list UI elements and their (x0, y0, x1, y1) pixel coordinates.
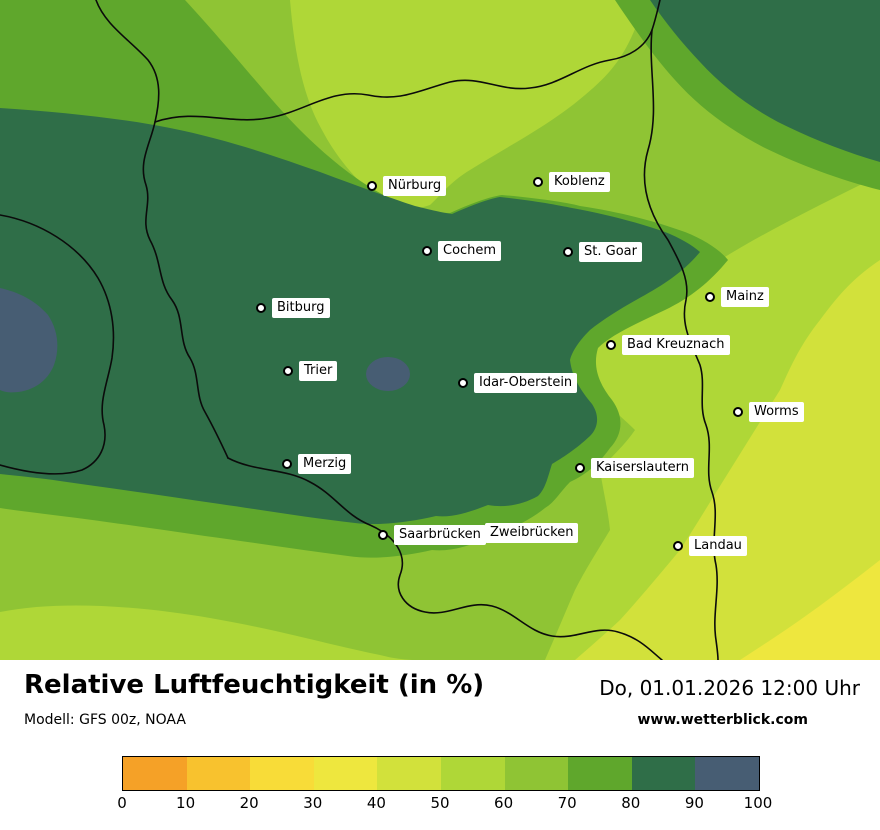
model-info: Modell: GFS 00z, NOAA (24, 712, 186, 728)
city-layer: Nürburg Koblenz Cochem St. Goar Bitburg Mainz… (256, 172, 804, 556)
humidity-region-40-50 (575, 260, 880, 660)
legend-tick: 100 (743, 794, 773, 812)
legend-segment-70-80 (568, 757, 632, 790)
city-marker: Koblenz (533, 172, 610, 192)
page-title: Relative Luftfeuchtigkeit (in %) (24, 670, 485, 700)
city-label: Bitburg (272, 298, 330, 318)
legend-segment-0-10 (123, 757, 187, 790)
humidity-region-80-90 (0, 108, 700, 525)
humidity-scale-ticks: 0 10 20 30 40 50 60 70 80 90 100 (117, 794, 772, 814)
legend-segment-80-90 (631, 757, 696, 790)
humidity-region-90-100-trier (366, 357, 410, 391)
city-dot (563, 247, 573, 257)
city-marker: Merzig (282, 454, 352, 474)
city-label: St. Goar (579, 242, 642, 262)
legend-segment-20-30 (250, 757, 314, 790)
city-dot (256, 303, 266, 313)
city-label: Koblenz (549, 172, 610, 192)
border-lines (0, 0, 719, 660)
humidity-contour-map (0, 0, 880, 660)
legend-tick: 80 (621, 794, 641, 812)
city-dot (673, 541, 683, 551)
border-luxembourg (0, 214, 115, 475)
city-label: Worms (749, 402, 804, 422)
legend-tick: 60 (494, 794, 514, 812)
legend-segment-30-40 (313, 757, 378, 790)
city-label: Merzig (298, 454, 352, 474)
city-marker: Bad Kreuznach (606, 335, 730, 355)
humidity-region-50-60-north (290, 0, 645, 209)
city-marker: Idar-Oberstein (458, 373, 578, 393)
city-label: Saarbrücken (394, 525, 486, 545)
legend-segment-50-60 (440, 757, 505, 790)
humidity-region-80-90-northeast (650, 0, 880, 162)
city-marker: Trier (283, 361, 338, 381)
city-dot (282, 459, 292, 469)
legend-segment-90-100 (695, 757, 759, 790)
legend-tick: 10 (176, 794, 196, 812)
city-marker: Saarbrücken (378, 525, 486, 545)
city-dot (533, 177, 543, 187)
city-marker: Cochem (422, 241, 502, 261)
border-north (154, 0, 661, 123)
city-label: Kaiserslautern (591, 458, 695, 478)
city-dot (458, 378, 468, 388)
humidity-region-50-60-south (0, 605, 415, 660)
legend-segment-40-50 (377, 757, 441, 790)
city-label: Nürburg (383, 176, 447, 196)
city-label: Zweibrücken (485, 523, 579, 543)
humidity-region-90-100-west (0, 288, 58, 393)
city-dot (705, 292, 715, 302)
city-label: Bad Kreuznach (622, 335, 730, 355)
city-label: Idar-Oberstein (474, 373, 578, 393)
legend-segment-10-20 (186, 757, 251, 790)
legend-tick: 30 (303, 794, 323, 812)
city-dot (367, 181, 377, 191)
legend-tick: 90 (684, 794, 704, 812)
website-text: www.wetterblick.com (637, 712, 809, 728)
city-dot (422, 246, 432, 256)
legend-segment-60-70 (504, 757, 569, 790)
city-marker: Mainz (705, 287, 769, 307)
city-dot (606, 340, 616, 350)
humidity-color-scale (122, 756, 760, 791)
city-marker: Kaiserslautern (575, 458, 695, 478)
city-label: Mainz (721, 287, 769, 307)
city-marker: Bitburg (256, 298, 330, 318)
city-marker: Nürburg (367, 176, 447, 196)
legend-tick: 50 (430, 794, 450, 812)
legend-tick: 70 (557, 794, 577, 812)
city-marker: Zweibrücken (485, 523, 579, 543)
city-marker: Landau (673, 536, 747, 556)
city-marker: St. Goar (563, 242, 642, 262)
city-marker: Worms (733, 402, 804, 422)
city-label: Landau (689, 536, 747, 556)
city-dot (283, 366, 293, 376)
humidity-region-30-40 (740, 560, 880, 660)
legend-tick: 0 (117, 794, 127, 812)
border-west (95, 0, 229, 459)
forecast-datetime: Do, 01.01.2026 12:00 Uhr (599, 676, 860, 700)
border-east (643, 29, 719, 660)
city-dot (575, 463, 585, 473)
city-label: Trier (299, 361, 338, 381)
legend-tick: 40 (366, 794, 386, 812)
map-footer: Relative Luftfeuchtigkeit (in %) Do, 01.… (0, 660, 880, 830)
city-label: Cochem (438, 241, 502, 261)
legend-tick: 20 (239, 794, 259, 812)
city-dot (733, 407, 743, 417)
weather-map: Nürburg Koblenz Cochem St. Goar Bitburg Mainz… (0, 0, 880, 660)
border-south (227, 457, 663, 660)
city-dot (378, 530, 388, 540)
